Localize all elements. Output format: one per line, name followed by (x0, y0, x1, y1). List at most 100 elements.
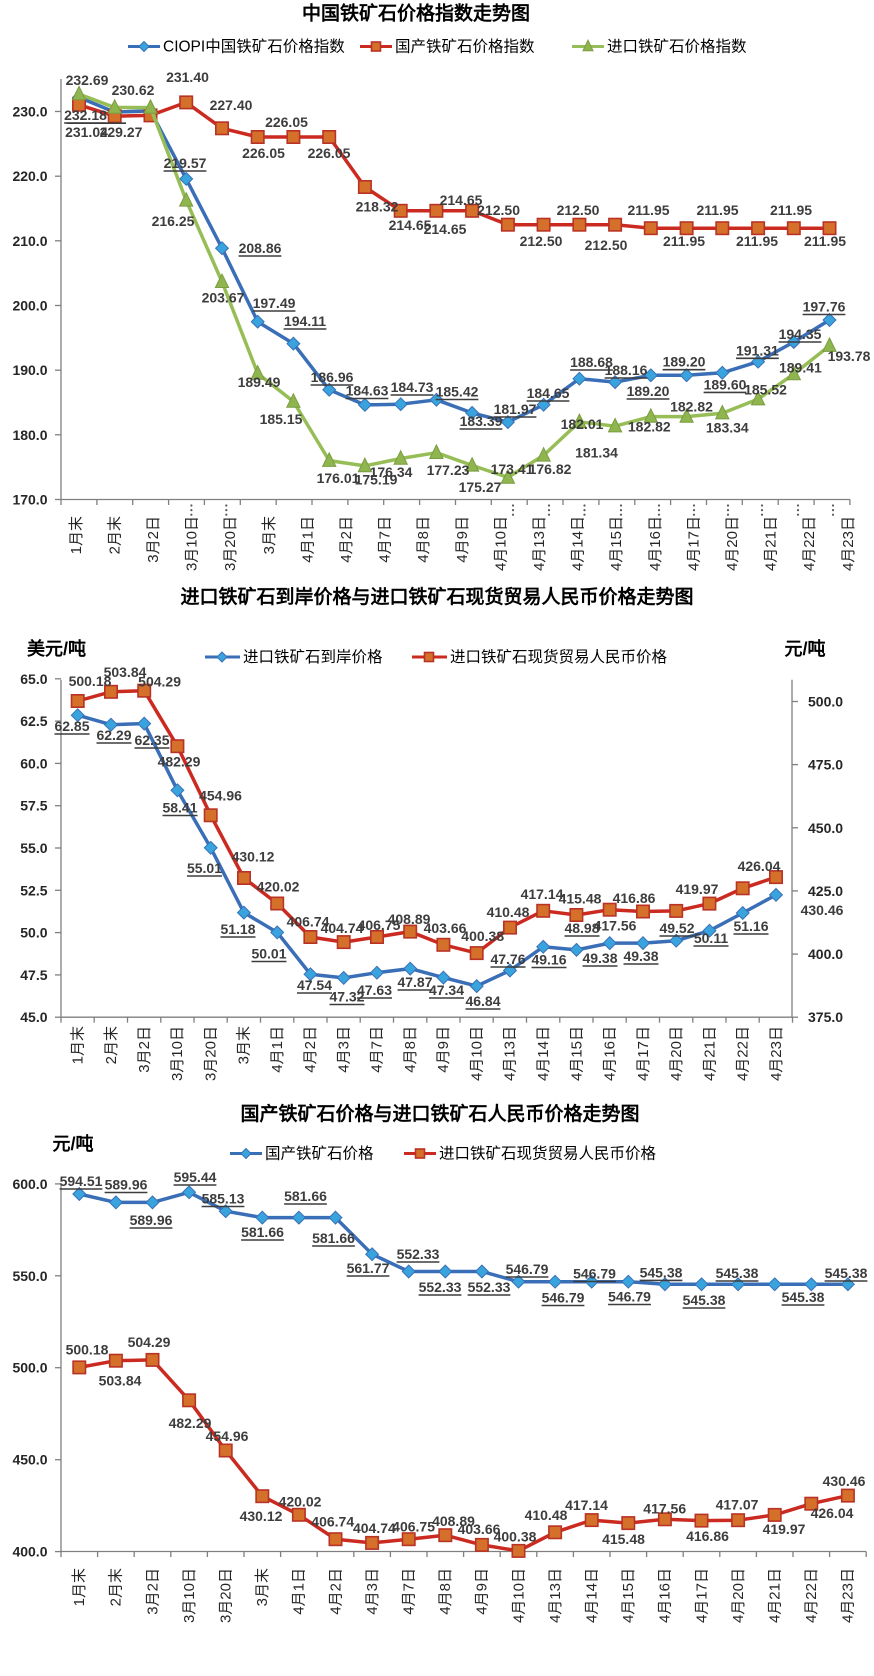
svg-text:211.95: 211.95 (627, 202, 669, 218)
svg-text:4月14日: 4月14日 (584, 1568, 601, 1623)
svg-text:47.87: 47.87 (397, 974, 432, 990)
svg-text:4月16日: 4月16日 (602, 1026, 619, 1081)
svg-text:3月10日: 3月10日 (181, 1568, 198, 1623)
svg-text:181.97: 181.97 (494, 401, 537, 417)
svg-text:417.14: 417.14 (521, 886, 564, 902)
svg-text:国产铁矿石价格指数: 国产铁矿石价格指数 (395, 38, 535, 56)
svg-text:403.66: 403.66 (458, 1521, 501, 1537)
svg-text:482.29: 482.29 (158, 754, 201, 770)
svg-text:4月13日: 4月13日 (531, 516, 548, 571)
svg-text:49.38: 49.38 (623, 948, 658, 964)
svg-text:1月末: 1月末 (70, 1026, 87, 1064)
svg-text:375.0: 375.0 (808, 1009, 843, 1025)
svg-text:400.0: 400.0 (808, 946, 843, 962)
svg-text:4月7日: 4月7日 (369, 1026, 386, 1073)
svg-text:214.65: 214.65 (440, 192, 483, 208)
svg-text:176.01: 176.01 (317, 470, 360, 486)
svg-text:60.0: 60.0 (20, 755, 47, 771)
svg-text:552.33: 552.33 (397, 1246, 440, 1262)
svg-text:175.19: 175.19 (355, 472, 398, 488)
svg-text:3月末: 3月末 (236, 1026, 253, 1064)
svg-text:4月13日: 4月13日 (547, 1568, 564, 1623)
svg-text:504.29: 504.29 (128, 1334, 171, 1350)
svg-text:200.0: 200.0 (12, 298, 47, 314)
svg-text:430.46: 430.46 (823, 1473, 866, 1489)
svg-text:546.79: 546.79 (608, 1289, 651, 1305)
svg-text:4月21日: 4月21日 (767, 1568, 784, 1623)
svg-text:410.48: 410.48 (525, 1507, 568, 1523)
svg-text:181.34: 181.34 (575, 445, 618, 461)
svg-text:189.20: 189.20 (663, 354, 706, 370)
svg-text:416.86: 416.86 (613, 890, 656, 906)
svg-text:1月末: 1月末 (71, 1568, 88, 1606)
svg-text:4月22日: 4月22日 (735, 1026, 752, 1081)
svg-text:212.50: 212.50 (585, 237, 628, 253)
svg-text:212.50: 212.50 (477, 202, 520, 218)
svg-text:进口铁矿石现货贸易人民币价格: 进口铁矿石现货贸易人民币价格 (450, 648, 668, 666)
svg-text:189.20: 189.20 (627, 383, 670, 399)
svg-text:47.63: 47.63 (357, 982, 392, 998)
svg-text:232.69: 232.69 (66, 72, 109, 88)
svg-text:4月3日: 4月3日 (364, 1568, 381, 1615)
svg-text:4月2日: 4月2日 (302, 1026, 319, 1073)
svg-text:185.42: 185.42 (436, 384, 479, 400)
svg-text:3月末: 3月末 (254, 1568, 271, 1606)
svg-text:62.29: 62.29 (96, 727, 131, 743)
svg-text:173.41: 173.41 (491, 461, 534, 477)
svg-text:3月20日: 3月20日 (222, 516, 239, 571)
svg-text:600.0: 600.0 (12, 1176, 47, 1192)
svg-text:国产铁矿石价格: 国产铁矿石价格 (265, 1145, 374, 1163)
svg-text:49.52: 49.52 (659, 920, 694, 936)
svg-text:4月10日: 4月10日 (510, 1568, 527, 1623)
svg-text:进口铁矿石到岸价格与进口铁矿石现货贸易人民币价格走势图: 进口铁矿石到岸价格与进口铁矿石现货贸易人民币价格走势图 (180, 585, 693, 608)
svg-text:410.48: 410.48 (487, 904, 530, 920)
svg-text:51.18: 51.18 (220, 921, 255, 937)
svg-text:177.23: 177.23 (427, 462, 470, 478)
svg-text:4月22日: 4月22日 (803, 1568, 820, 1623)
svg-text:419.97: 419.97 (763, 1521, 806, 1537)
svg-text:211.95: 211.95 (804, 233, 846, 249)
svg-text:425.0: 425.0 (808, 883, 843, 899)
svg-text:48.98: 48.98 (564, 920, 599, 936)
svg-text:406.74: 406.74 (311, 1514, 354, 1530)
svg-text:4月17日: 4月17日 (685, 516, 702, 571)
svg-text:545.38: 545.38 (716, 1265, 759, 1281)
svg-text:500.18: 500.18 (69, 673, 112, 689)
svg-text:4月15日: 4月15日 (568, 1026, 585, 1081)
svg-text:182.82: 182.82 (670, 399, 713, 415)
svg-text:503.84: 503.84 (104, 664, 147, 680)
svg-text:404.74: 404.74 (321, 920, 364, 936)
svg-text:49.16: 49.16 (531, 952, 566, 968)
svg-text:4月1日: 4月1日 (291, 1568, 308, 1615)
svg-text:214.65: 214.65 (389, 217, 432, 233)
svg-text:4月23日: 4月23日 (768, 1026, 785, 1081)
svg-text:552.33: 552.33 (419, 1279, 462, 1295)
svg-text:65.0: 65.0 (20, 671, 47, 687)
svg-text:4月16日: 4月16日 (647, 516, 664, 571)
svg-text:62.5: 62.5 (20, 713, 47, 729)
svg-text:58.41: 58.41 (162, 800, 197, 816)
svg-text:2月末: 2月末 (106, 516, 123, 554)
svg-text:62.85: 62.85 (54, 718, 89, 734)
svg-text:进口铁矿石到岸价格: 进口铁矿石到岸价格 (243, 648, 383, 666)
svg-text:230.0: 230.0 (12, 104, 47, 120)
svg-text:4月20日: 4月20日 (668, 1026, 685, 1081)
svg-text:231.40: 231.40 (166, 69, 209, 85)
svg-text:47.54: 47.54 (297, 977, 332, 993)
svg-text:185.15: 185.15 (260, 411, 303, 427)
svg-text:4月10日: 4月10日 (469, 1026, 486, 1081)
svg-text:4月8日: 4月8日 (437, 1568, 454, 1615)
svg-text:元/吨: 元/吨 (784, 638, 825, 659)
svg-text:188.16: 188.16 (605, 362, 648, 378)
svg-text:430.12: 430.12 (240, 1508, 283, 1524)
svg-text:47.76: 47.76 (490, 951, 525, 967)
svg-text:191.31: 191.31 (736, 342, 779, 358)
svg-text:176.82: 176.82 (529, 461, 572, 477)
svg-text:211.95: 211.95 (663, 233, 705, 249)
svg-text:4月9日: 4月9日 (435, 1026, 452, 1073)
svg-text:415.48: 415.48 (602, 1531, 645, 1547)
svg-text:50.01: 50.01 (251, 946, 286, 962)
svg-text:51.16: 51.16 (733, 918, 768, 934)
svg-text:420.02: 420.02 (279, 1494, 322, 1510)
svg-text:589.96: 589.96 (130, 1212, 173, 1228)
